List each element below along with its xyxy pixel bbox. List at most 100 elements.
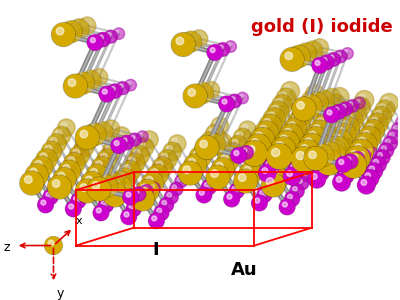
Circle shape bbox=[35, 160, 42, 167]
Circle shape bbox=[53, 168, 76, 190]
Circle shape bbox=[315, 90, 334, 110]
Circle shape bbox=[48, 182, 62, 196]
Circle shape bbox=[130, 146, 149, 165]
Circle shape bbox=[265, 183, 270, 187]
Circle shape bbox=[296, 108, 303, 115]
Circle shape bbox=[289, 136, 308, 155]
Circle shape bbox=[354, 133, 377, 156]
Circle shape bbox=[292, 115, 300, 122]
Circle shape bbox=[172, 33, 194, 56]
Circle shape bbox=[251, 146, 255, 150]
Circle shape bbox=[239, 121, 256, 138]
Circle shape bbox=[378, 143, 394, 158]
Circle shape bbox=[154, 206, 169, 220]
Circle shape bbox=[66, 161, 70, 166]
Circle shape bbox=[266, 144, 292, 169]
Circle shape bbox=[366, 163, 382, 179]
Circle shape bbox=[300, 141, 316, 156]
Circle shape bbox=[340, 152, 366, 178]
Circle shape bbox=[171, 33, 195, 56]
Circle shape bbox=[76, 180, 98, 202]
Circle shape bbox=[202, 180, 216, 194]
Circle shape bbox=[342, 48, 353, 59]
Circle shape bbox=[346, 110, 359, 123]
Circle shape bbox=[259, 125, 267, 133]
Circle shape bbox=[36, 149, 57, 170]
Circle shape bbox=[132, 154, 136, 158]
Circle shape bbox=[122, 138, 127, 143]
Circle shape bbox=[280, 81, 300, 101]
Circle shape bbox=[90, 38, 95, 43]
Circle shape bbox=[280, 160, 284, 164]
Circle shape bbox=[312, 97, 318, 103]
Circle shape bbox=[225, 40, 237, 52]
Circle shape bbox=[44, 237, 62, 254]
Circle shape bbox=[217, 151, 239, 172]
Circle shape bbox=[106, 146, 112, 152]
Circle shape bbox=[267, 144, 292, 169]
Circle shape bbox=[61, 169, 66, 173]
Circle shape bbox=[78, 142, 84, 148]
Circle shape bbox=[390, 132, 394, 137]
Circle shape bbox=[109, 182, 123, 196]
Circle shape bbox=[342, 117, 356, 131]
Circle shape bbox=[210, 48, 215, 52]
Circle shape bbox=[249, 159, 256, 166]
Circle shape bbox=[339, 159, 344, 164]
Circle shape bbox=[286, 152, 289, 155]
Circle shape bbox=[91, 157, 112, 178]
Circle shape bbox=[314, 42, 320, 48]
Circle shape bbox=[307, 44, 313, 51]
Circle shape bbox=[274, 147, 280, 153]
Circle shape bbox=[140, 185, 153, 197]
Circle shape bbox=[113, 180, 120, 187]
Circle shape bbox=[215, 167, 219, 171]
Circle shape bbox=[106, 193, 111, 197]
Circle shape bbox=[387, 129, 400, 144]
Circle shape bbox=[30, 156, 53, 178]
Circle shape bbox=[273, 159, 294, 180]
Circle shape bbox=[202, 81, 220, 99]
Circle shape bbox=[354, 144, 362, 152]
Circle shape bbox=[107, 32, 111, 37]
Circle shape bbox=[211, 117, 229, 135]
Circle shape bbox=[306, 161, 318, 174]
Circle shape bbox=[114, 175, 127, 188]
Text: z: z bbox=[4, 241, 10, 254]
Circle shape bbox=[86, 165, 108, 186]
Circle shape bbox=[312, 58, 327, 73]
Circle shape bbox=[375, 150, 390, 165]
Circle shape bbox=[254, 151, 261, 158]
Circle shape bbox=[303, 144, 308, 149]
Circle shape bbox=[84, 134, 90, 140]
Circle shape bbox=[86, 123, 102, 140]
Circle shape bbox=[87, 34, 103, 50]
Circle shape bbox=[311, 154, 323, 165]
Circle shape bbox=[48, 240, 54, 246]
Circle shape bbox=[112, 185, 116, 189]
Circle shape bbox=[185, 159, 197, 171]
Circle shape bbox=[131, 136, 135, 140]
Circle shape bbox=[284, 128, 292, 136]
Circle shape bbox=[248, 144, 260, 155]
Circle shape bbox=[295, 113, 299, 118]
Circle shape bbox=[179, 162, 201, 184]
Circle shape bbox=[335, 138, 352, 155]
Circle shape bbox=[300, 141, 316, 156]
Circle shape bbox=[94, 122, 112, 141]
Circle shape bbox=[329, 141, 337, 149]
Circle shape bbox=[136, 180, 159, 202]
Circle shape bbox=[362, 120, 384, 142]
Circle shape bbox=[316, 148, 323, 156]
Circle shape bbox=[188, 158, 196, 166]
Circle shape bbox=[267, 151, 284, 168]
Circle shape bbox=[70, 19, 89, 38]
Circle shape bbox=[206, 125, 224, 142]
Circle shape bbox=[339, 102, 352, 116]
Circle shape bbox=[210, 175, 214, 179]
Circle shape bbox=[154, 205, 169, 220]
Circle shape bbox=[90, 69, 108, 86]
Circle shape bbox=[238, 174, 246, 182]
Circle shape bbox=[276, 142, 284, 150]
Circle shape bbox=[189, 146, 211, 168]
